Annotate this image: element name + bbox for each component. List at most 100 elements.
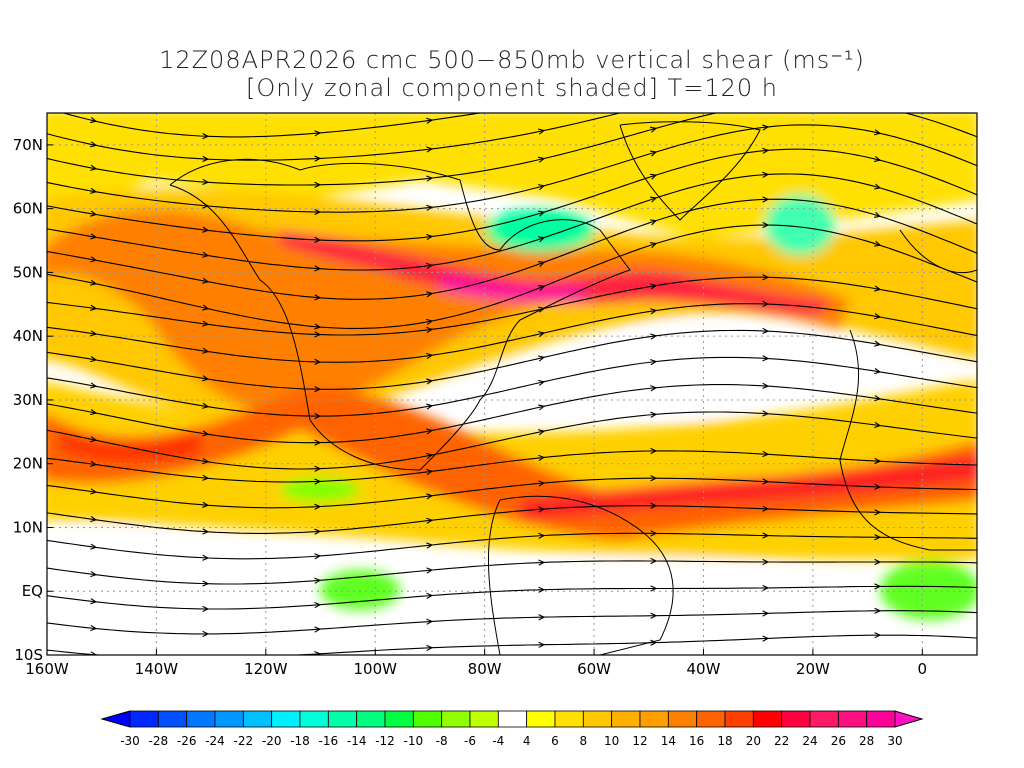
streamline-arrowhead [650,612,658,619]
streamline-arrowhead [650,530,658,537]
streamline-arrowhead [762,79,768,84]
streamline-arrowhead [314,553,322,560]
shade-green-labrador [765,195,835,255]
plot-frame [46,112,978,656]
streamline-arrowhead [203,656,208,661]
streamline-arrowhead [650,502,658,509]
colorbar-swatch [837,710,868,728]
streamline-arrowhead [762,410,770,417]
streamline-arrowhead [874,583,882,590]
streamline-arrowhead [426,378,434,385]
streamline-arrowhead [426,468,434,476]
shade-red-atlantic [520,455,977,520]
colorbar-label: 18 [717,734,732,748]
shade-green-hudson [485,208,595,252]
colorbar-label: 20 [746,734,761,748]
streamline-arrowhead [314,358,322,366]
colorbar-swatch [129,710,159,728]
streamline [47,450,977,483]
colorbar-swatch [752,710,783,728]
streamline-arrowhead [762,558,770,566]
streamline-arrowhead [874,509,882,516]
streamline-arrowhead [650,585,658,592]
colorbar-label: 24 [802,734,817,748]
streamline [47,356,977,417]
streamline-arrowhead [874,340,882,347]
streamline-arrowhead [650,359,658,366]
streamline-arrowhead [650,639,658,646]
shade-red-jet [280,230,830,315]
streamline-arrowhead [538,100,544,105]
streamline-arrowhead [90,598,98,605]
streamline-arrowhead [427,672,432,677]
streamline-arrowhead [762,124,770,131]
colorbar-label: 28 [859,734,874,748]
streamline-arrowhead [314,676,320,681]
streamline-arrowhead [426,428,434,435]
colorbar-swatch [271,710,301,728]
lon-label: 140W [135,660,179,678]
shade-white-atlantic [600,325,780,415]
streamline-arrowhead [538,156,546,163]
streamline-arrowhead [426,204,434,211]
streamline-arrowhead [650,308,658,315]
colorbar-label: 4 [523,734,531,748]
streamline-arrowhead [873,183,882,190]
colorbar-swatch [781,710,811,728]
streamline [47,560,977,585]
streamline-arrowhead [90,164,98,171]
streamline-arrowhead [762,196,770,203]
colorbar-swatch [696,710,726,728]
streamline [47,124,977,213]
streamline-arrowhead [538,429,546,436]
streamline-arrowhead [874,313,882,320]
colorbar-label: -14 [347,734,367,748]
streamline-arrowhead [90,624,98,632]
streamline-arrowhead [314,601,322,609]
streamline-arrowhead [90,436,98,443]
colorbar-label: -6 [464,734,476,748]
streamline-arrowhead [314,528,322,535]
streamline-arrowhead [538,480,546,487]
streamline-arrowhead [538,404,546,411]
colorbar-swatch [356,710,386,728]
colorbar-label: -8 [436,734,448,748]
streamline-arrowhead [202,474,210,481]
streamline-arrowhead [538,506,546,513]
streamline-arrowhead [314,155,322,162]
colorbar-label: 30 [887,734,902,748]
streamline-arrowhead [202,457,210,465]
streamline-arrowhead [314,465,322,472]
streamline-arrowhead [314,181,322,188]
colorbar-swatch [526,710,556,728]
chart-title-line2: [Only zonal component shaded] T=120 h [246,74,778,102]
streamline-arrowhead [538,586,546,593]
streamline [47,173,977,271]
streamline-arrowhead [762,274,770,281]
streamline [47,224,977,329]
streamline-arrowhead [90,279,98,286]
streamline-arrowhead [314,386,322,393]
streamline [47,384,977,444]
streamline [47,148,977,242]
shade-magenta-core [440,275,590,302]
streamline-arrowhead [426,233,434,241]
streamline-arrowhead [762,327,770,335]
streamline-arrowhead [762,221,770,229]
streamline-arrowhead [762,171,770,178]
shade-white-eq [450,560,850,640]
coastline-north-america [169,158,631,471]
streamline-arrowhead [90,543,98,550]
streamline-arrowhead [874,155,882,163]
streamline-arrowhead [538,532,546,539]
colorbar-swatch [724,710,754,728]
lat-axis: 70N 60N 50N 40N 30N 20N 10N EQ 10S [13,136,53,664]
coastline-africa-europe [839,229,977,551]
colorbar-swatch [214,710,244,728]
colorbar-label: -10 [404,734,424,748]
streamline [61,113,484,138]
streamline-arrowhead [537,261,546,267]
coastline-greenland [619,121,761,221]
streamline-arrowhead [314,331,322,338]
streamline-arrowhead [202,226,210,233]
